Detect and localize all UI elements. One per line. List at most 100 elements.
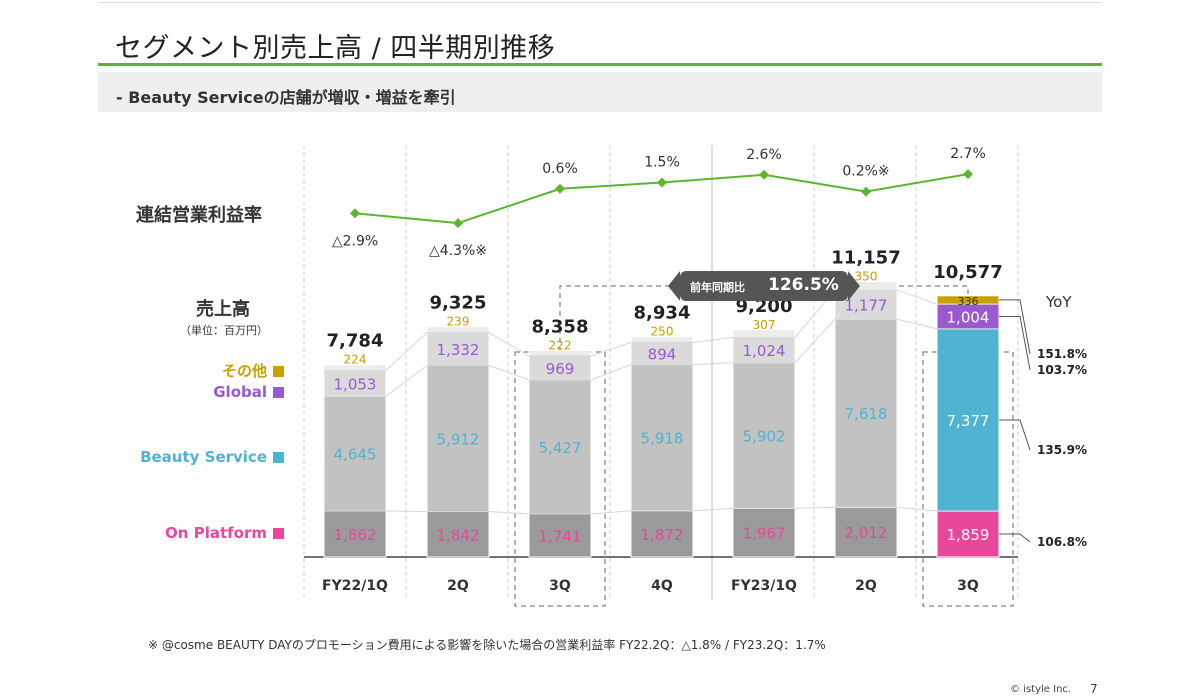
bar-segment: [323, 395, 387, 512]
segment-label: 7,618: [845, 405, 888, 423]
page-title: セグメント別売上高 / 四半期別推移: [115, 33, 556, 64]
title-underline: [98, 63, 1102, 66]
segment-label: 224: [344, 353, 367, 367]
segment-label: 250: [651, 324, 674, 338]
category-label: 3Q: [957, 578, 979, 594]
legend-on-platform-label: On Platform: [165, 524, 267, 542]
bar-segment: [323, 510, 387, 558]
legend-global-swatch: [273, 387, 284, 398]
legend-beauty-service: Beauty Service: [140, 448, 284, 466]
legend-global: Global: [213, 383, 284, 401]
legend-other-label: その他: [221, 362, 267, 380]
total-label: 9,200: [736, 296, 793, 317]
operating-margin-point: [963, 169, 973, 180]
legend-beauty-service-swatch: [273, 452, 284, 463]
sales-row-label: 売上高: [196, 299, 250, 320]
segment-label: 7,377: [947, 412, 990, 430]
badge-arrow-left: [668, 271, 680, 301]
segment-label: 894: [648, 346, 677, 364]
segment-label: 969: [546, 360, 575, 378]
bar-segment: [834, 318, 898, 508]
yoy-value: 151.8%: [1037, 347, 1087, 361]
yoy-badge: 前年同期比 126.5%: [668, 271, 860, 301]
legend-global-label: Global: [213, 383, 267, 401]
category-label: 3Q: [549, 578, 571, 594]
segment-label: 239: [447, 315, 470, 329]
legend-other-swatch: [273, 366, 284, 377]
yoy-value: 103.7%: [1037, 363, 1087, 377]
legend-beauty-service-label: Beauty Service: [140, 448, 267, 466]
segment-label: 5,912: [437, 430, 480, 448]
total-label: 7,784: [327, 331, 384, 352]
operating-margin-label: △2.9%: [332, 233, 378, 249]
operating-margin-label: 2.7%: [950, 146, 986, 162]
total-label: 8,934: [634, 302, 691, 323]
bar-segment: [732, 362, 796, 509]
segment-label: 222: [549, 339, 572, 353]
category-label: FY22/1Q: [322, 578, 388, 594]
category-label: 2Q: [447, 578, 469, 594]
bar-segment: [528, 513, 592, 558]
segment-label: 1,859: [947, 526, 990, 544]
top-rule: [98, 2, 1102, 3]
operating-margin-point: [555, 183, 565, 194]
total-label: 11,157: [831, 247, 900, 268]
operating-margin-point: [861, 186, 871, 197]
segment-trend-line: [324, 506, 999, 515]
total-label: 10,577: [933, 262, 1002, 283]
segment-label: 1,332: [437, 341, 480, 359]
segment-label: 5,918: [641, 430, 684, 448]
segment-label: 4,645: [334, 446, 377, 464]
badge-label: 前年同期比: [690, 281, 745, 294]
page-subtitle: - Beauty Serviceの店舗が増収・増益を牽引: [116, 88, 456, 107]
yoy-leader-line: [999, 419, 1031, 451]
total-label: 8,358: [532, 317, 589, 338]
operating-margin-point: [350, 208, 360, 219]
yoy-value: 135.9%: [1037, 443, 1087, 457]
segment-label: 2,012: [845, 524, 888, 542]
bar-segment: [834, 506, 898, 558]
bar-segment: [630, 364, 694, 512]
category-label: 4Q: [651, 578, 673, 594]
operating-margin-label: 0.6%: [542, 161, 578, 177]
operating-margin-label: 1.5%: [644, 155, 680, 171]
subtitle-band: [98, 72, 1102, 112]
segment-label: 1,004: [947, 308, 990, 326]
segment-label: 5,427: [539, 439, 582, 457]
segment-label: 5,902: [743, 428, 786, 446]
bar-segment: [630, 510, 694, 558]
category-label: FY23/1Q: [731, 578, 797, 594]
segment-trend-line: [324, 289, 999, 371]
segment-label: 1,053: [334, 375, 377, 393]
bar-segment: [426, 332, 490, 366]
yoy-value: 106.8%: [1037, 535, 1087, 549]
segment-label: 1,024: [743, 342, 786, 360]
segment-label: 1,842: [437, 526, 480, 544]
segment-label: 1,872: [641, 526, 684, 544]
operating-margin-label: 0.2%※: [842, 164, 889, 180]
legend-other: その他: [222, 360, 284, 381]
badge-arrow-right: [848, 271, 860, 301]
segment-label: 1,967: [743, 525, 786, 543]
category-label: 2Q: [855, 578, 877, 594]
total-label: 9,325: [430, 293, 487, 314]
yoy-leader-line: [999, 533, 1031, 543]
badge-value: 126.5%: [768, 275, 839, 295]
operating-margin-point: [657, 177, 667, 188]
legend-on-platform-swatch: [273, 528, 284, 539]
segment-label: 1,862: [334, 526, 377, 544]
operating-margin-point: [759, 169, 769, 180]
yoy-header: YoY: [1046, 293, 1072, 311]
segment-label: 336: [958, 295, 979, 308]
operating-margin-point: [453, 218, 463, 229]
page-number: 7: [1090, 682, 1098, 696]
copyright: © istyle Inc.: [1010, 684, 1072, 695]
legend-on-platform: On Platform: [165, 524, 284, 542]
segment-label: 1,177: [845, 297, 888, 315]
footnote: ※ @cosme BEAUTY DAYのプロモーション費用による影響を除いた場合…: [148, 638, 826, 652]
segment-label: 307: [753, 318, 776, 332]
segment-label: 1,741: [539, 527, 582, 545]
operating-margin-label: △4.3%※: [429, 243, 487, 259]
segment-label: 350: [855, 269, 878, 283]
